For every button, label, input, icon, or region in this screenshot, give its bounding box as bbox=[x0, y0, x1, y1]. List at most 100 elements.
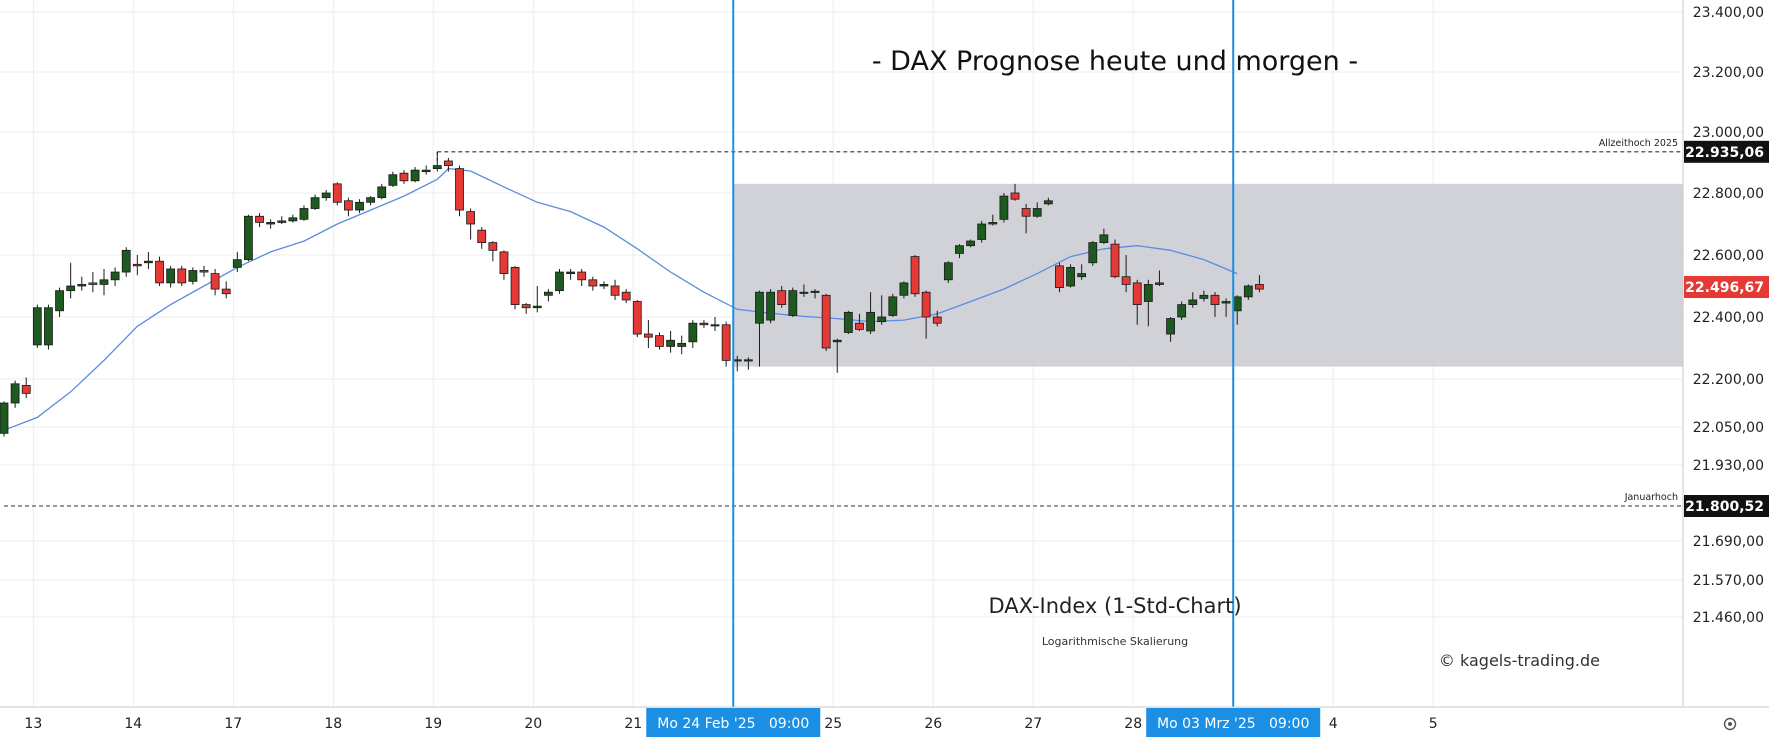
candle[interactable] bbox=[766, 289, 775, 324]
candle[interactable] bbox=[610, 279, 620, 300]
candle[interactable] bbox=[977, 220, 987, 243]
candle[interactable] bbox=[1166, 317, 1175, 342]
candle[interactable] bbox=[266, 219, 276, 229]
candle[interactable] bbox=[421, 165, 431, 175]
candle[interactable] bbox=[677, 335, 687, 355]
candle[interactable] bbox=[810, 289, 820, 299]
candle[interactable] bbox=[188, 267, 198, 285]
candle[interactable] bbox=[1255, 275, 1264, 293]
candle[interactable] bbox=[588, 276, 598, 291]
time-axis[interactable]: 13 14 17 18 19 20 21 25 26 27 28 4 5 bbox=[24, 716, 1437, 732]
candle[interactable] bbox=[1099, 228, 1109, 245]
candle[interactable] bbox=[843, 310, 853, 335]
candle[interactable] bbox=[1055, 262, 1064, 293]
candle[interactable] bbox=[366, 196, 376, 206]
candle[interactable] bbox=[555, 268, 564, 294]
candle[interactable] bbox=[955, 244, 964, 259]
candle[interactable] bbox=[499, 250, 509, 280]
candle[interactable] bbox=[132, 255, 142, 276]
candle[interactable] bbox=[777, 286, 787, 308]
candle[interactable] bbox=[399, 170, 409, 184]
candle[interactable] bbox=[232, 251, 242, 273]
candle[interactable] bbox=[55, 287, 64, 317]
candle[interactable] bbox=[521, 303, 531, 314]
candle[interactable] bbox=[355, 199, 364, 214]
candle[interactable] bbox=[99, 268, 109, 296]
candle[interactable] bbox=[1043, 197, 1053, 206]
candle[interactable] bbox=[66, 262, 76, 299]
candle[interactable] bbox=[488, 241, 498, 262]
candle[interactable] bbox=[888, 293, 898, 317]
candle[interactable] bbox=[155, 256, 164, 286]
candle[interactable] bbox=[932, 310, 942, 327]
candle[interactable] bbox=[1121, 255, 1131, 293]
candle[interactable] bbox=[1221, 298, 1231, 317]
candle[interactable] bbox=[755, 290, 764, 367]
candle[interactable] bbox=[877, 295, 887, 325]
candle[interactable] bbox=[10, 380, 20, 408]
candle[interactable] bbox=[221, 281, 231, 299]
candle[interactable] bbox=[1155, 270, 1164, 287]
price-axis[interactable]: 23.400,00 23.200,00 23.000,00 22.800,00 22.6… bbox=[1693, 5, 1764, 626]
candle[interactable] bbox=[855, 313, 864, 331]
candle[interactable] bbox=[1143, 279, 1153, 327]
candle[interactable] bbox=[1210, 292, 1220, 317]
candle[interactable] bbox=[244, 214, 253, 262]
candle[interactable] bbox=[332, 182, 342, 206]
candle[interactable] bbox=[455, 165, 464, 217]
candle[interactable] bbox=[721, 321, 731, 367]
candle[interactable] bbox=[1110, 239, 1120, 279]
candle[interactable] bbox=[443, 157, 453, 172]
candle[interactable] bbox=[1077, 264, 1087, 280]
candle[interactable] bbox=[166, 265, 176, 288]
candle[interactable] bbox=[477, 227, 487, 249]
candle[interactable] bbox=[1243, 284, 1253, 300]
settings-icon[interactable] bbox=[1723, 717, 1737, 731]
candle[interactable] bbox=[710, 317, 720, 331]
candle[interactable] bbox=[655, 332, 664, 350]
candle[interactable] bbox=[666, 330, 675, 353]
candle[interactable] bbox=[299, 205, 309, 221]
candle[interactable] bbox=[388, 171, 398, 187]
candle[interactable] bbox=[432, 151, 442, 172]
candle[interactable] bbox=[1132, 279, 1142, 325]
candle[interactable] bbox=[44, 304, 53, 350]
candle[interactable] bbox=[899, 281, 909, 299]
candle[interactable] bbox=[921, 290, 931, 339]
candle[interactable] bbox=[1066, 264, 1075, 288]
candle[interactable] bbox=[599, 281, 609, 290]
candle[interactable] bbox=[577, 268, 587, 286]
candle[interactable] bbox=[1032, 202, 1042, 218]
candle[interactable] bbox=[943, 261, 953, 283]
candle[interactable] bbox=[699, 320, 709, 328]
candle[interactable] bbox=[566, 268, 576, 280]
candle[interactable] bbox=[199, 265, 209, 277]
candle[interactable] bbox=[743, 357, 753, 370]
candle[interactable] bbox=[832, 338, 842, 373]
candle[interactable] bbox=[177, 265, 187, 286]
candle[interactable] bbox=[88, 272, 98, 293]
candle[interactable] bbox=[788, 287, 798, 317]
candle[interactable] bbox=[0, 401, 9, 437]
candle[interactable] bbox=[1010, 183, 1020, 201]
candle[interactable] bbox=[821, 293, 831, 352]
candle[interactable] bbox=[866, 292, 875, 335]
candle[interactable] bbox=[344, 197, 353, 217]
candles-layer[interactable] bbox=[0, 151, 1264, 437]
candle[interactable] bbox=[144, 251, 153, 269]
candle[interactable] bbox=[1177, 301, 1187, 321]
candle[interactable] bbox=[632, 299, 642, 338]
candle[interactable] bbox=[377, 183, 387, 200]
candle[interactable] bbox=[543, 289, 553, 302]
candle[interactable] bbox=[799, 284, 809, 297]
candle[interactable] bbox=[1088, 241, 1098, 266]
candle[interactable] bbox=[277, 216, 287, 224]
candle[interactable] bbox=[310, 194, 320, 211]
candle[interactable] bbox=[966, 239, 975, 248]
candle[interactable] bbox=[1188, 292, 1198, 308]
candle[interactable] bbox=[110, 267, 120, 286]
candle[interactable] bbox=[288, 214, 298, 223]
candle[interactable] bbox=[321, 189, 331, 201]
